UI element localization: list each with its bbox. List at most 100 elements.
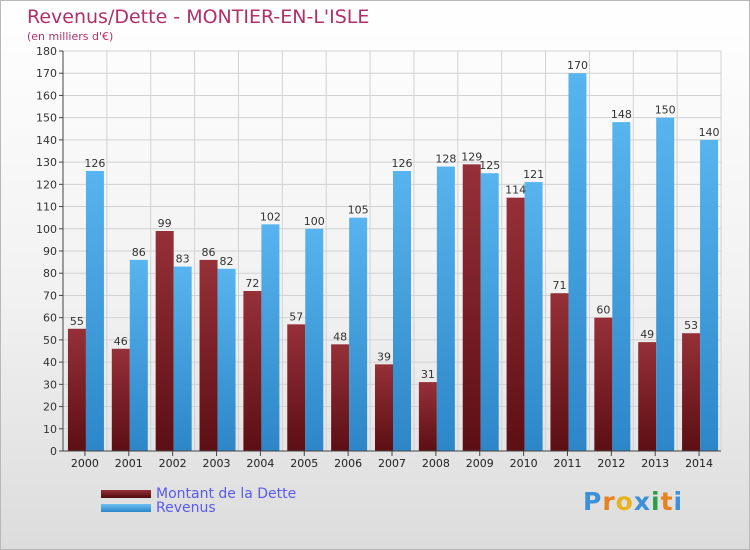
data-label-debt-2002: 99 xyxy=(158,217,172,230)
data-label-debt-2000: 55 xyxy=(70,315,84,328)
y-tick-label-180: 180 xyxy=(36,45,57,58)
y-tick-label-150: 150 xyxy=(36,112,57,125)
bar-revenue-2007 xyxy=(393,171,411,451)
data-label-debt-2010: 114 xyxy=(505,184,526,197)
data-label-revenue-2006: 105 xyxy=(348,204,369,217)
bar-debt-2000 xyxy=(67,328,86,451)
data-label-revenue-2004: 102 xyxy=(260,210,281,223)
y-tick-label-10: 10 xyxy=(43,423,57,436)
bar-revenue-2014 xyxy=(700,139,719,451)
bar-debt-2004 xyxy=(243,291,262,451)
legend-swatch-revenue xyxy=(101,504,151,512)
x-tick-label-2010: 2010 xyxy=(510,457,538,470)
y-tick-label-140: 140 xyxy=(36,134,57,147)
y-tick-label-30: 30 xyxy=(43,378,57,391)
bar-revenue-2005 xyxy=(305,228,324,451)
x-tick-label-2012: 2012 xyxy=(597,457,625,470)
x-tick-label-2014: 2014 xyxy=(685,457,713,470)
bar-revenue-2004 xyxy=(261,224,280,451)
bar-debt-2011 xyxy=(550,293,569,451)
y-tick-label-40: 40 xyxy=(43,356,57,369)
data-label-revenue-2001: 86 xyxy=(132,246,146,259)
y-tick-label-90: 90 xyxy=(43,245,57,258)
data-label-debt-2003: 86 xyxy=(202,246,216,259)
data-label-debt-2013: 49 xyxy=(640,328,654,341)
x-tick-label-2008: 2008 xyxy=(422,457,450,470)
y-tick-label-70: 70 xyxy=(43,289,57,302)
bar-debt-2007 xyxy=(375,364,393,451)
legend-swatch-debt xyxy=(101,490,151,498)
proxiti-logo: Proxiti xyxy=(583,487,683,516)
data-label-revenue-2005: 100 xyxy=(304,215,325,228)
data-label-revenue-2007: 126 xyxy=(392,157,413,170)
y-tick-label-120: 120 xyxy=(36,178,57,191)
bar-debt-2005 xyxy=(287,324,306,451)
data-label-debt-2001: 46 xyxy=(114,335,128,348)
x-tick-label-2004: 2004 xyxy=(246,457,274,470)
bar-revenue-2010 xyxy=(524,182,543,451)
chart-title: Revenus/Dette - MONTIER-EN-L'ISLE xyxy=(27,6,370,28)
x-tick-label-2007: 2007 xyxy=(378,457,406,470)
data-label-revenue-2012: 148 xyxy=(611,108,632,121)
logo-letter: i xyxy=(673,487,684,516)
y-tick-label-60: 60 xyxy=(43,312,57,325)
bar-revenue-2000 xyxy=(85,171,104,451)
data-label-debt-2005: 57 xyxy=(289,310,303,323)
data-label-revenue-2003: 82 xyxy=(220,255,234,268)
logo-letter: i xyxy=(651,487,661,516)
y-tick-label-20: 20 xyxy=(43,401,57,414)
bar-revenue-2008 xyxy=(436,166,455,452)
x-tick-label-2009: 2009 xyxy=(466,457,494,470)
data-label-revenue-2000: 126 xyxy=(84,157,105,170)
y-tick-label-100: 100 xyxy=(36,223,57,236)
x-tick-label-2013: 2013 xyxy=(641,457,669,470)
y-tick-label-0: 0 xyxy=(50,445,57,458)
legend-label-revenue: Revenus xyxy=(156,500,216,516)
data-label-debt-2004: 72 xyxy=(245,277,259,290)
data-label-revenue-2008: 128 xyxy=(435,153,456,166)
logo-letter: t xyxy=(660,487,674,516)
bar-debt-2003 xyxy=(199,259,218,451)
bar-revenue-2002 xyxy=(173,266,192,451)
y-tick-label-80: 80 xyxy=(43,267,57,280)
data-label-debt-2012: 60 xyxy=(596,304,610,317)
data-label-debt-2008: 31 xyxy=(421,368,435,381)
chart-subtitle: (en milliers d'€) xyxy=(27,30,114,43)
bar-revenue-2009 xyxy=(480,173,499,451)
bar-debt-2013 xyxy=(638,342,657,451)
bar-debt-2001 xyxy=(111,348,130,451)
logo-letter: P xyxy=(583,487,603,516)
logo-letter: r xyxy=(602,487,616,516)
bar-revenue-2011 xyxy=(568,73,587,451)
bar-debt-2010 xyxy=(506,197,525,451)
data-label-revenue-2010: 121 xyxy=(523,168,544,181)
data-label-revenue-2011: 170 xyxy=(567,59,588,72)
bar-debt-2008 xyxy=(418,382,437,451)
y-tick-label-50: 50 xyxy=(43,334,57,347)
logo-letter: o xyxy=(615,487,634,516)
bar-debt-2014 xyxy=(682,333,701,451)
legend-label-debt: Montant de la Dette xyxy=(156,486,297,502)
data-label-debt-2014: 53 xyxy=(684,319,698,332)
data-label-revenue-2014: 140 xyxy=(699,126,720,139)
bar-revenue-2003 xyxy=(217,268,236,451)
y-tick-label-110: 110 xyxy=(36,201,57,214)
bar-revenue-2012 xyxy=(612,122,631,451)
bar-revenue-2006 xyxy=(349,217,368,451)
x-tick-label-2003: 2003 xyxy=(203,457,231,470)
data-label-debt-2011: 71 xyxy=(552,279,566,292)
bar-debt-2006 xyxy=(331,344,350,451)
bar-revenue-2001 xyxy=(129,259,148,451)
bar-debt-2009 xyxy=(462,164,481,452)
y-tick-label-160: 160 xyxy=(36,89,57,102)
y-tick-label-130: 130 xyxy=(36,156,57,169)
logo-letter: x xyxy=(633,487,651,516)
data-label-debt-2007: 39 xyxy=(377,350,391,363)
x-tick-label-2011: 2011 xyxy=(553,457,581,470)
data-label-revenue-2013: 150 xyxy=(655,104,676,117)
x-tick-label-2001: 2001 xyxy=(115,457,143,470)
bar-debt-2012 xyxy=(594,317,613,451)
x-tick-label-2005: 2005 xyxy=(290,457,318,470)
